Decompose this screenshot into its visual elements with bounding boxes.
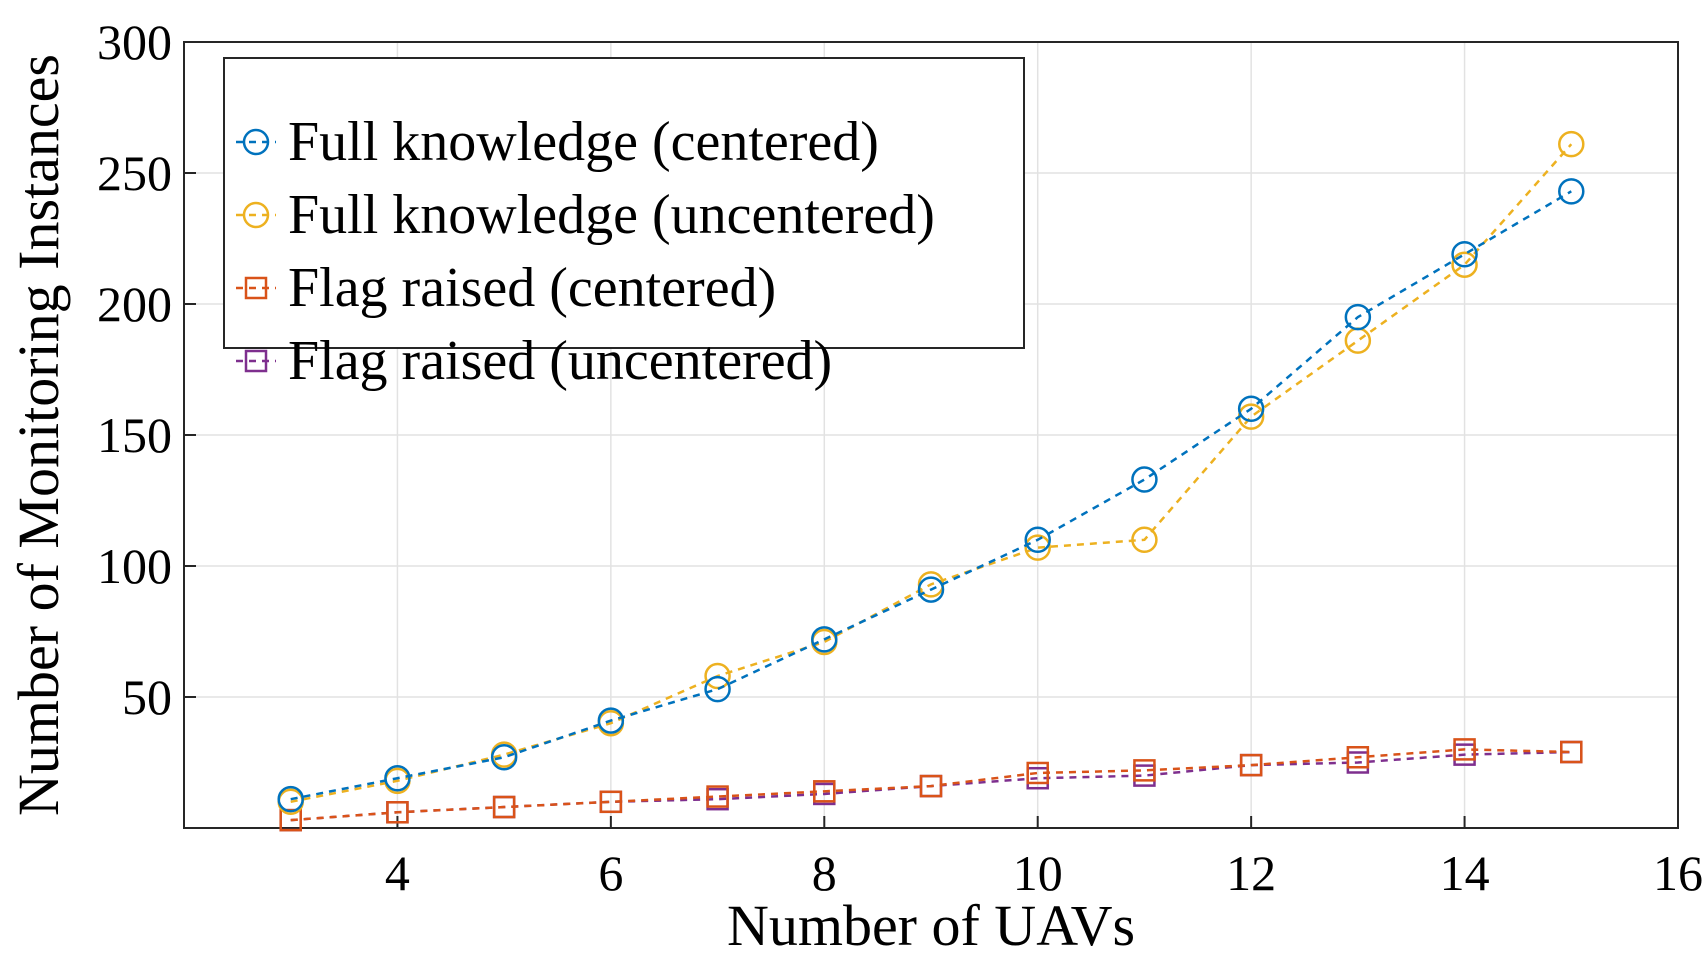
y-tick-label: 100 [97,538,172,594]
data-point-flag-raised-centered [1133,759,1156,782]
data-point-full-knowledge-centered [490,744,518,771]
x-tick-label: 8 [812,845,837,901]
data-point-full-knowledge-uncentered [1131,526,1158,554]
series-line-flag-raised-centered [290,748,1572,822]
x-tick-label: 12 [1226,845,1276,901]
legend-label-flag-raised-uncentered: Flag raised (uncentered) [288,330,832,392]
y-tick-label: 250 [97,145,172,201]
data-point-full-knowledge-centered [1451,240,1478,268]
legend-label-full-knowledge-centered: Full knowledge (centered) [288,111,879,173]
data-point-full-knowledge-uncentered [1558,130,1585,158]
legend-entry: Full knowledge (uncentered) [236,184,935,246]
data-point-flag-raised-centered [1239,753,1263,777]
data-point-full-knowledge-centered [704,675,731,703]
data-point-flag-raised-centered [492,795,516,819]
y-tick-label: 300 [97,14,172,70]
data-point-flag-raised-centered [386,801,409,824]
legend-swatch-full-knowledge-centered [236,128,276,156]
data-point-flag-raised-centered [919,774,943,798]
legend-swatch-marker [242,128,270,156]
data-point-full-knowledge-centered [597,707,625,734]
x-tick-label: 10 [1013,845,1063,901]
data-point-full-knowledge-centered [1131,466,1158,493]
legend-swatch-flag-raised-centered [236,276,276,300]
legend-label-full-knowledge-uncentered: Full knowledge (uncentered) [288,184,935,246]
x-tick-label: 14 [1440,845,1490,901]
data-point-flag-raised-centered [1026,761,1049,785]
legend-entry: Full knowledge (centered) [236,111,879,173]
axis-ticks: 4 6 8 10 12 14 16 50 100 150 200 250 300 [97,14,1703,901]
legend-swatch-flag-raised-uncentered [236,349,276,373]
legend-entry: Flag raised (uncentered) [236,330,832,392]
data-point-flag-raised-centered [813,780,836,803]
legend-box [223,57,1025,349]
y-tick-label: 50 [122,669,172,725]
data-point-flag-raised-centered [1346,746,1370,769]
series-line-full-knowledge-uncentered [290,143,1573,804]
data-point-flag-raised-centered [706,785,729,808]
data-point-full-knowledge-centered [811,626,838,653]
data-point-full-knowledge-centered [1344,303,1372,331]
data-point-full-knowledge-uncentered [1024,534,1051,561]
data-point-flag-raised-centered [1453,738,1476,761]
data-point-full-knowledge-centered [917,576,945,603]
data-point-full-knowledge-centered [277,785,304,813]
data-point-flag-raised-centered [1560,740,1583,764]
series-flag-raised-centered [279,738,1583,832]
data-point-flag-raised-centered [599,790,623,814]
series-line-full-knowledge-centered [290,190,1572,801]
x-tick-label: 4 [385,845,410,901]
legend-label-flag-raised-centered: Flag raised (centered) [288,257,776,319]
data-point-full-knowledge-centered [384,764,411,792]
x-tick-label: 6 [598,845,623,901]
y-tick-label: 200 [97,276,172,332]
y-axis-label: Number of Monitoring Instances [6,54,71,816]
series-full-knowledge-centered [277,178,1585,813]
data-series [277,130,1585,832]
legend-swatch-marker [244,276,268,300]
legend-swatch-marker [244,349,268,373]
legend-swatch-marker [242,201,270,229]
x-tick-label: 16 [1653,845,1703,901]
legend: Full knowledge (centered) Full knowledge… [223,57,1025,392]
legend-entry: Flag raised (centered) [236,257,776,319]
x-axis-label: Number of UAVs [727,893,1135,958]
y-tick-label: 150 [97,407,172,463]
legend-swatch-full-knowledge-uncentered [236,201,276,229]
data-point-full-knowledge-centered [1237,395,1265,423]
data-point-full-knowledge-uncentered [1451,251,1478,278]
data-point-full-knowledge-centered [1558,178,1585,205]
data-point-full-knowledge-centered [1024,526,1051,554]
